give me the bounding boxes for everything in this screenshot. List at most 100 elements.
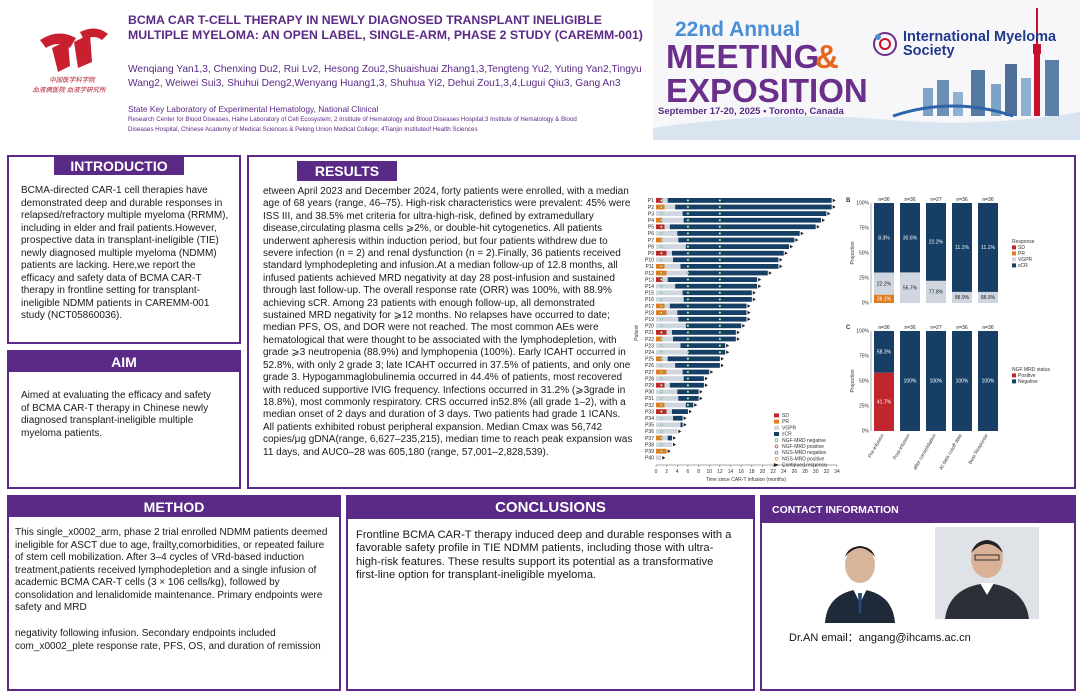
- y-axis-label: Proportion: [850, 369, 856, 392]
- bar-n-label: n=36: [956, 197, 967, 203]
- mrd-negative-marker: [660, 258, 663, 262]
- continued-response-arrow: [683, 416, 687, 420]
- continued-response-arrow: [800, 231, 804, 236]
- patient-label: P24: [645, 350, 654, 356]
- mrd-negative-marker: [686, 238, 690, 242]
- aim-text: Aimed at evaluating the efficacy and saf…: [21, 390, 211, 439]
- patient-label: P4: [648, 218, 654, 224]
- bar-n-label: n=27: [930, 325, 941, 331]
- swimmer-bar-vgpr: [664, 363, 676, 368]
- mrd-negative-marker: [718, 251, 722, 255]
- panel-c-label: C: [846, 325, 851, 331]
- continued-response-arrow: [752, 291, 756, 295]
- legend-marker: [774, 456, 779, 461]
- swimmer-bar-vgpr: [664, 264, 681, 269]
- legend-label: NGF-MRD negative: [782, 438, 826, 444]
- swimmer-bar-vgpr: [666, 250, 672, 256]
- banner-ampersand: &: [815, 38, 839, 75]
- mrd-negative-marker: [718, 232, 722, 235]
- authors: Wenqiang Yan1,3, Chenxing Du2, Rui Lv2, …: [128, 64, 642, 89]
- continued-response-arrow: [832, 198, 836, 203]
- continued-response-arrow: [816, 225, 820, 229]
- patient-label: P37: [645, 436, 654, 442]
- aim-section: AIM Aimed at evaluating the efficacy and…: [7, 350, 241, 489]
- mrd-negative-marker: [660, 225, 663, 229]
- bar-n-label: n=36: [982, 325, 993, 331]
- bar-segment-vgpr: [900, 272, 920, 303]
- x-tick-label: 8: [697, 469, 700, 475]
- chart-legend-title: NGF MRD status: [1012, 367, 1051, 373]
- mrd-negative-marker: [686, 245, 690, 248]
- y-tick-label: 75%: [859, 226, 870, 232]
- bar-value-label: 100%: [982, 379, 995, 385]
- patient-label: P23: [645, 343, 654, 349]
- mrd-negative-marker: [718, 291, 722, 295]
- continued-response-arrow: [683, 423, 687, 427]
- mrd-negative-marker: [660, 344, 663, 347]
- contact-heading: CONTACT INFORMATION: [762, 497, 1074, 523]
- swimmer-bar-early: [656, 257, 663, 263]
- legend-label: PR: [1018, 251, 1025, 257]
- bar-n-label: n=36: [956, 325, 967, 331]
- mrd-negative-marker: [686, 350, 690, 354]
- legend-swatch: [1012, 263, 1016, 268]
- continued-response-arrow: [790, 244, 794, 249]
- mrd-negative-marker: [686, 317, 690, 321]
- legend-swatch: [774, 413, 779, 418]
- mrd-negative-marker: [660, 383, 663, 387]
- patient-label: P35: [645, 423, 654, 429]
- swimmer-bar-scr: [678, 316, 747, 322]
- continued-response-arrow: [704, 383, 708, 387]
- mrd-negative-marker: [718, 304, 722, 308]
- conclusions-heading: CONCLUSIONS: [348, 497, 753, 519]
- panel-b-label: B: [846, 198, 851, 204]
- results-section: RESULTS etween April 2023 and December 2…: [247, 155, 1076, 489]
- x-tick-label: 32: [824, 469, 830, 475]
- mrd-negative-marker: [686, 390, 690, 394]
- bar-segment-scr: [900, 203, 920, 273]
- mrd-negative-marker: [660, 265, 663, 268]
- mrd-negative-marker: [660, 337, 663, 341]
- legend-label: NGF-MRD positive: [782, 444, 824, 450]
- swimmer-bar-vgpr: [664, 303, 670, 309]
- author-photo-2: [935, 527, 1039, 619]
- swimmer-bar-scr: [680, 264, 779, 269]
- method-text-part2: negativity following infusion. Secondary…: [15, 628, 321, 652]
- institution-logo: 中国医学科学院 血液病医院 血液学研究所: [18, 18, 120, 100]
- mrd-negative-marker: [718, 317, 722, 321]
- swimmer-bar-vgpr: [662, 415, 674, 421]
- swimmer-bar-scr: [673, 415, 683, 421]
- bar-segment-scr: [978, 203, 998, 292]
- patient-label: P27: [645, 370, 654, 376]
- patient-label: P6: [648, 231, 654, 237]
- patient-label: P19: [645, 317, 654, 323]
- swimmer-bar-scr: [687, 270, 768, 276]
- patient-label: P5: [648, 225, 654, 231]
- bar-value-label: 100%: [930, 379, 943, 385]
- mrd-negative-marker: [718, 337, 722, 341]
- person-silhouette-icon: [945, 540, 1029, 619]
- continued-response-arrow: [752, 297, 756, 302]
- continued-response-arrow: [747, 317, 751, 321]
- x-tick-label: 30: [813, 469, 819, 475]
- x-tick-label: 28: [802, 469, 808, 475]
- affiliation-main: State Key Laboratory of Experimental Hem…: [128, 104, 379, 114]
- patient-label: P13: [645, 277, 654, 283]
- bar-segment-vgpr: [952, 291, 972, 303]
- swimmer-bar-scr: [687, 349, 726, 355]
- bar-segment-vgpr: [926, 280, 946, 303]
- continued-response-arrow: [827, 211, 831, 216]
- introduction-section: INTRODUCTIO BCMA-directed CAR-1 cell the…: [7, 155, 241, 344]
- mrd-negative-marker: [686, 284, 690, 288]
- y-tick-label: 100%: [856, 201, 869, 207]
- continued-response-arrow: [672, 436, 676, 440]
- legend-swatch: [1012, 257, 1016, 262]
- swimmer-bar-vgpr: [664, 283, 676, 289]
- mrd-negative-marker: [686, 397, 690, 400]
- mrd-negative-marker: [718, 205, 722, 209]
- mrd-negative-marker: [660, 199, 663, 202]
- continued-response-arrow: [678, 429, 682, 434]
- swimmer-bar-scr: [680, 343, 726, 348]
- patient-label: P38: [645, 442, 654, 448]
- method-text-part1: This single_x0002_arm, phase 2 trial enr…: [15, 527, 328, 613]
